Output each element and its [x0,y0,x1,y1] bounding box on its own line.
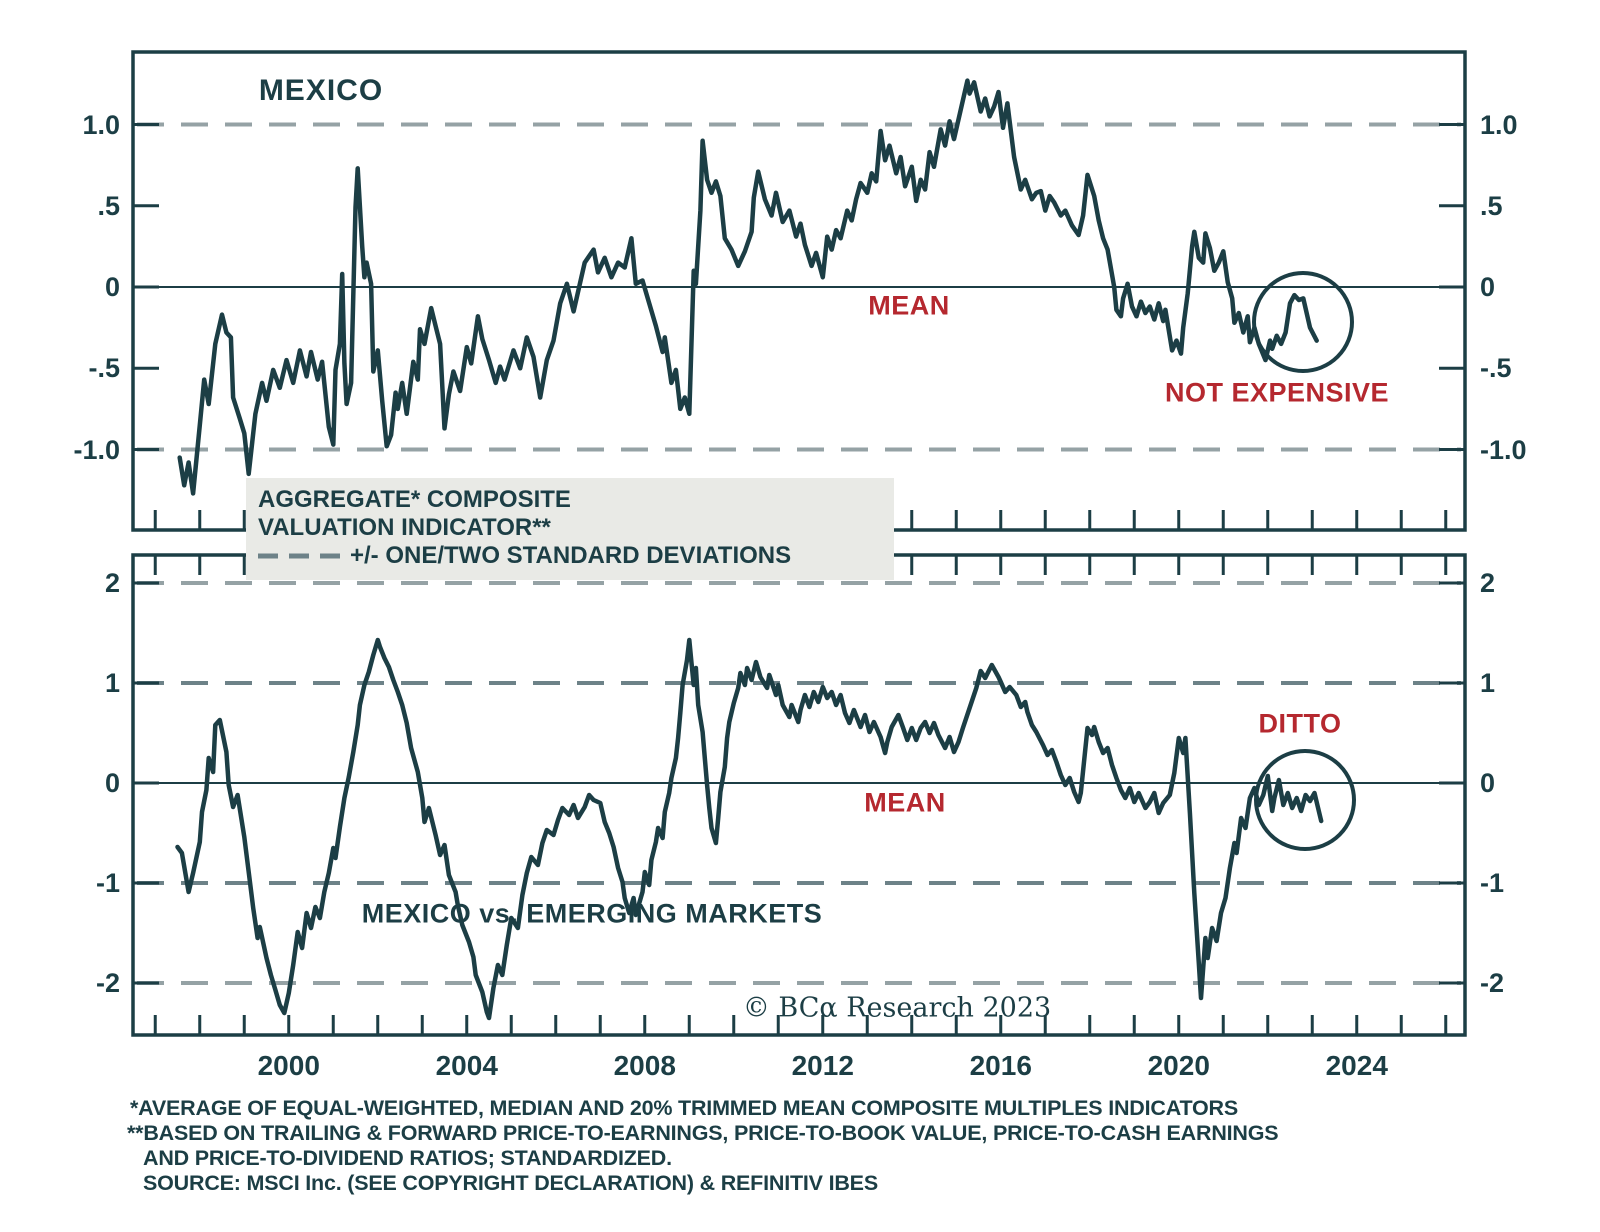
legend-box: AGGREGATE* COMPOSITE VALUATION INDICATOR… [246,478,894,580]
y-axis-label-right: .5 [1480,190,1503,221]
x-axis-year-label: 2016 [969,1050,1032,1081]
y-axis-label-left: 0 [104,272,120,302]
footnote-3: AND PRICE-TO-DIVIDEND RATIOS; STANDARDIZ… [143,1146,672,1170]
mean-annotation-bottom: MEAN [864,787,946,818]
y-axis-label-left: 1 [104,668,120,698]
y-axis-label-right: 1.0 [1480,109,1518,140]
ditto-annotation: DITTO [1258,708,1342,739]
top-panel-title: MEXICO [258,74,384,107]
y-axis-label-right: -.5 [1480,353,1512,384]
x-axis-year-label: 2020 [1147,1050,1210,1081]
y-axis-label-right: -1.0 [1480,434,1527,465]
y-axis-label-right: 1 [1480,668,1496,698]
x-axis-year-label: 2000 [257,1050,320,1081]
y-axis-label-left: -.5 [88,353,120,384]
legend-line-3: +/- ONE/TWO STANDARD DEVIATIONS [350,542,792,569]
y-axis-label-right: -1 [1480,868,1505,898]
recent-values-highlight-circle [1254,749,1356,851]
y-axis-label-right: 2 [1480,568,1496,598]
bottom-panel [131,553,1467,1037]
mexico-vs-em-line [175,637,1324,1021]
top-panel [131,50,1467,532]
y-axis-label-right: -2 [1480,968,1505,998]
footnote-1: *AVERAGE OF EQUAL-WEIGHTED, MEDIAN AND 2… [130,1096,1239,1120]
not-expensive-annotation: NOT EXPENSIVE [1164,377,1390,408]
legend-line-1: AGGREGATE* COMPOSITE [258,486,571,513]
y-axis-label-left: -2 [95,968,120,998]
x-axis-year-label: 2024 [1325,1050,1388,1081]
y-axis-label-right: 0 [1480,768,1496,798]
y-axis-label-left: -1 [95,868,120,898]
mexico-valuation-line [177,78,1319,496]
y-axis-label-left: 1.0 [82,109,120,140]
mean-annotation-top: MEAN [868,290,950,321]
bottom-panel-title: MEXICO vs. EMERGING MARKETS [361,898,823,929]
y-axis-label-left: 2 [104,568,120,598]
dashed-line-legend-icon [258,553,340,559]
footnote-4: SOURCE: MSCI Inc. (SEE COPYRIGHT DECLARA… [143,1171,878,1195]
y-axis-label-left: 0 [104,768,120,798]
x-axis-year-label: 2004 [435,1050,498,1081]
copyright-notice: © BCα Research 2023 [742,992,1052,1024]
footnote-2: **BASED ON TRAILING & FORWARD PRICE-TO-E… [127,1121,1279,1145]
y-axis-label-right: 0 [1480,272,1496,302]
y-axis-label-left: .5 [97,190,120,221]
legend-line-2: VALUATION INDICATOR** [258,514,551,541]
y-axis-label-left: -1.0 [73,434,120,465]
x-axis-year-label: 2012 [791,1050,854,1081]
recent-values-highlight-circle [1252,271,1354,373]
x-axis-year-label: 2008 [613,1050,676,1081]
